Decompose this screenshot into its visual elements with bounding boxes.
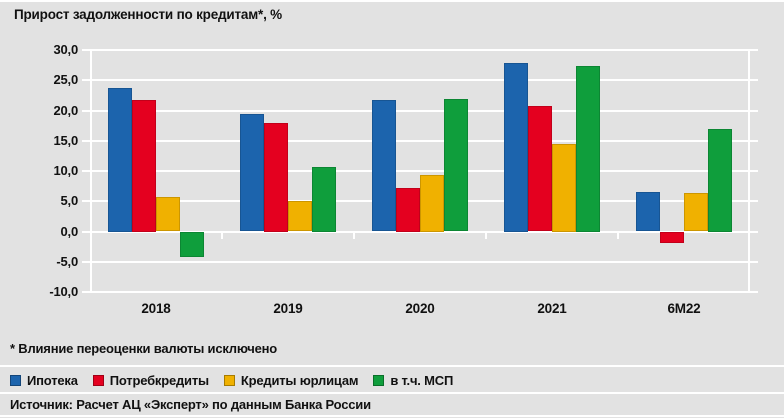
legend-label: Кредиты юрлицам: [240, 372, 359, 388]
bar: [636, 192, 660, 231]
y-axis-tick-right: [750, 200, 758, 203]
bar: [528, 106, 552, 231]
legend-swatch-icon: [10, 374, 21, 386]
bar: [660, 232, 684, 243]
plot-border-left: [90, 50, 92, 292]
x-axis-tick: [221, 232, 223, 239]
bar: [576, 66, 600, 232]
plot-border-right: [748, 50, 750, 292]
top-edge-line: [0, 0, 784, 2]
bar: [180, 232, 204, 257]
y-axis-tick-left: [82, 291, 90, 293]
chart-legend: Ипотека Потребкредиты Кредиты юрлицам в т.ч…: [10, 371, 453, 389]
source-note: Источник: Расчет АЦ «Эксперт» по данным …: [10, 397, 371, 412]
y-axis-tick-right: [750, 291, 758, 293]
bar: [288, 201, 312, 231]
bar: [504, 63, 528, 232]
y-axis-tick-right: [750, 230, 758, 233]
legend-item: Кредиты юрлицам: [223, 372, 359, 388]
bar: [132, 100, 156, 232]
y-axis-tick-left: [82, 260, 90, 263]
bar: [444, 99, 468, 231]
plot-border-horizontal: [90, 49, 750, 51]
gridline: [90, 170, 750, 172]
legend-label: Ипотека: [27, 372, 78, 388]
chart-title: Прирост задолженности по кредитам*, %: [14, 7, 282, 22]
y-axis-tick-right: [750, 139, 758, 142]
y-axis-tick-right: [750, 79, 758, 82]
legend-label: Потребкредиты: [109, 372, 209, 388]
legend-swatch-icon: [92, 374, 104, 386]
x-axis-label: 2019: [273, 301, 303, 316]
x-axis-tick: [617, 232, 619, 239]
bar: [372, 100, 396, 231]
gridline: [90, 140, 750, 142]
plot-area: [90, 49, 750, 293]
bar: [240, 114, 264, 231]
y-axis-tick-left: [82, 139, 90, 142]
y-axis-tick-left: [82, 200, 90, 203]
y-axis-label: 5,0: [60, 193, 79, 208]
y-axis-label: -10,0: [49, 284, 78, 299]
bar: [684, 193, 708, 231]
y-axis-label: 30,0: [53, 42, 78, 57]
bar: [264, 123, 288, 232]
y-axis-tick-left: [82, 79, 90, 82]
y-axis-label: 15,0: [53, 133, 78, 148]
legend-top-separator: [0, 365, 784, 367]
legend-swatch-icon: [223, 374, 235, 386]
bar: [708, 129, 732, 232]
gridline: [90, 110, 750, 112]
x-axis-label: 2021: [537, 301, 567, 316]
legend-item: Ипотека: [10, 373, 78, 388]
y-axis-tick-right: [750, 260, 758, 263]
y-axis-tick-left: [82, 170, 90, 172]
gridline: [90, 231, 750, 233]
bar: [552, 144, 576, 232]
chart-footnote: * Влияние переоценки валюты исключено: [10, 341, 278, 356]
legend-item: Потребкредиты: [92, 372, 209, 388]
y-axis-tick-right: [750, 109, 758, 112]
legend-bottom-separator: [0, 392, 784, 394]
plot-border-horizontal: [90, 291, 750, 293]
y-axis-tick-left: [82, 230, 90, 233]
x-axis-label: 2020: [405, 301, 435, 316]
x-axis-tick: [353, 232, 355, 239]
gridline: [90, 261, 750, 263]
y-axis-tick-right: [750, 49, 758, 51]
bar: [312, 167, 336, 232]
gridline: [90, 79, 750, 81]
x-axis-tick: [485, 232, 487, 239]
y-axis-tick-left: [82, 109, 90, 112]
bar: [156, 197, 180, 231]
legend-label: в т.ч. МСП: [390, 372, 454, 388]
y-axis-tick-left: [82, 49, 90, 51]
x-axis-label: 2018: [141, 301, 171, 316]
y-axis-label: 0,0: [60, 224, 79, 239]
legend-swatch-icon: [373, 374, 385, 386]
x-axis-label: 6М22: [667, 301, 701, 316]
bar: [396, 188, 420, 232]
y-axis-label: 25,0: [53, 72, 78, 87]
y-axis-label: 20,0: [53, 103, 78, 118]
bar: [420, 175, 444, 232]
y-axis-label: -5,0: [56, 254, 78, 269]
legend-item: в т.ч. МСП: [373, 373, 453, 388]
y-axis-label: 10,0: [53, 163, 78, 178]
y-axis-tick-right: [750, 170, 758, 172]
bottom-edge-line: [0, 415, 784, 417]
bar: [108, 88, 132, 232]
